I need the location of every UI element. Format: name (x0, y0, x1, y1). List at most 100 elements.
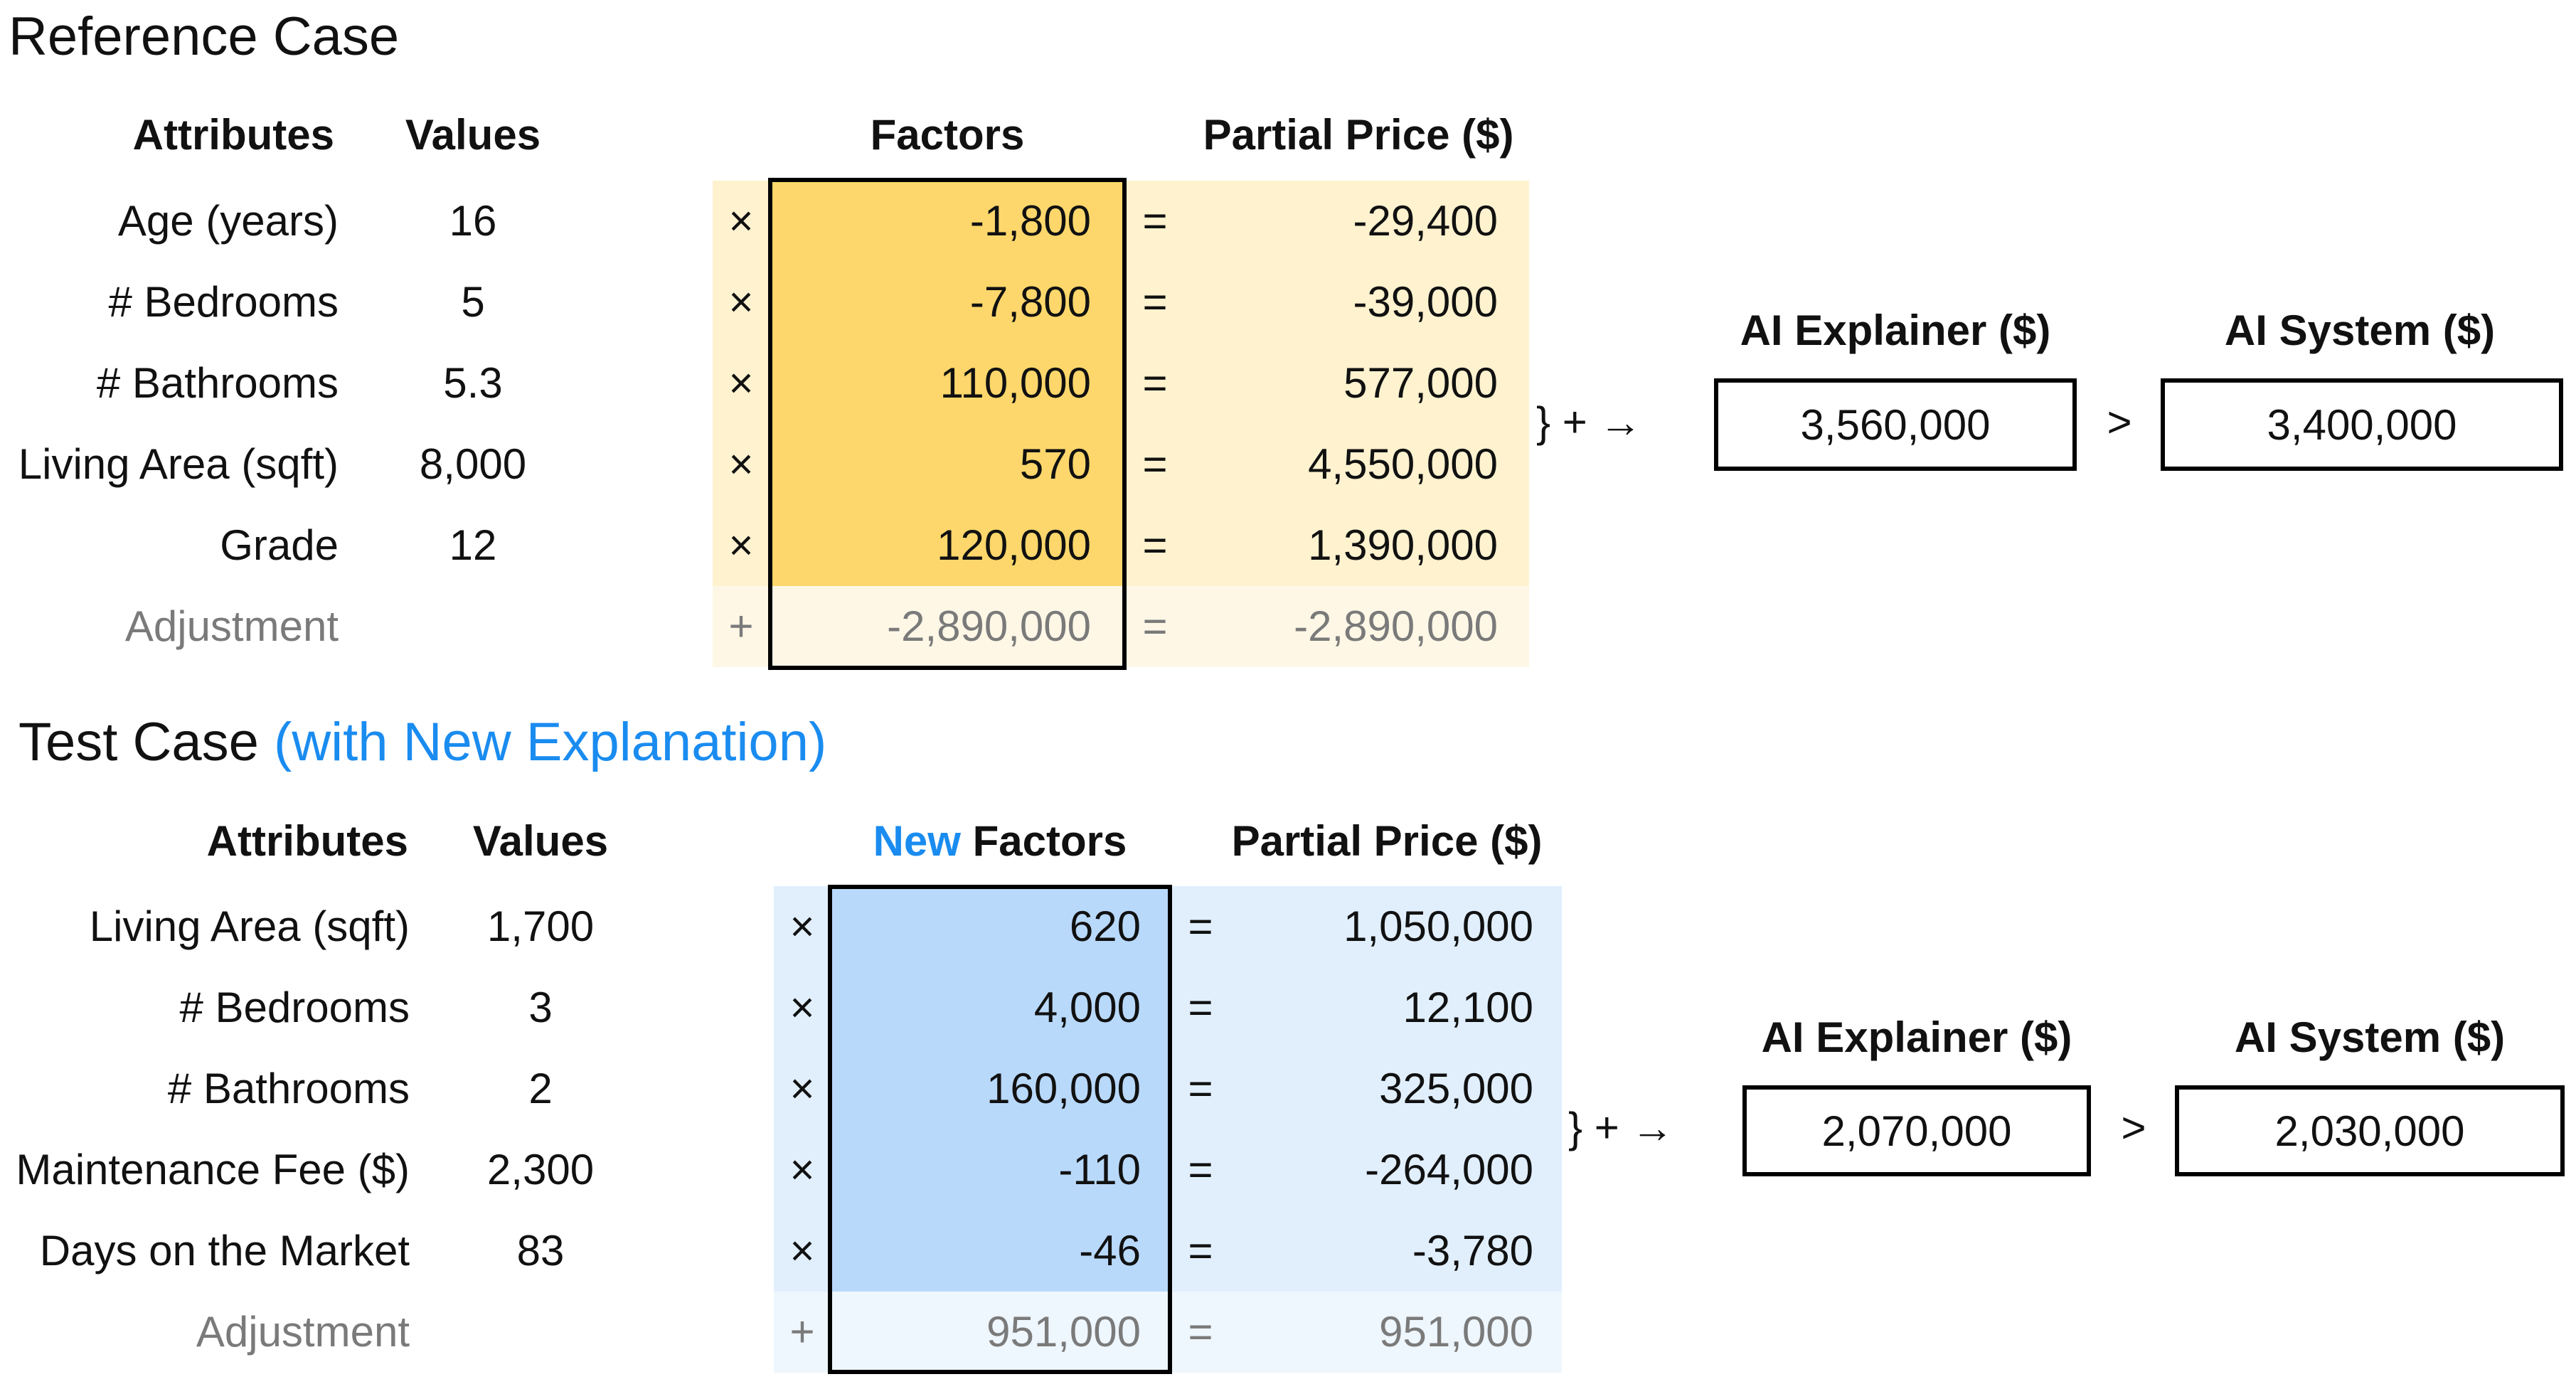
reference-row-value: 12 (449, 521, 497, 569)
test-row-eq: = (1188, 903, 1213, 950)
reference-explainer-value: 3,560,000 (1714, 378, 2077, 471)
reference-row-value: 5 (461, 278, 485, 326)
test-factor-fill (831, 886, 1169, 1292)
test-adjustment-eq: = (1188, 1308, 1213, 1356)
test-row-factor: -46 (1079, 1227, 1141, 1274)
reference-comparison: > (2107, 398, 2132, 446)
test-row-partial: 325,000 (1379, 1065, 1533, 1112)
reference-row-eq: = (1142, 359, 1168, 407)
test-row-partial: 1,050,000 (1343, 903, 1533, 950)
reference-row-factor: 120,000 (937, 521, 1091, 569)
test-row-eq: = (1188, 984, 1213, 1031)
reference-adjustment-eq: = (1142, 602, 1168, 650)
test-header-factors: New Factors (831, 816, 1169, 866)
test-row-value: 2 (528, 1065, 553, 1112)
test-row-value: 83 (516, 1227, 565, 1274)
test-row-partial: -3,780 (1412, 1227, 1533, 1274)
reference-row-partial: 1,390,000 (1308, 521, 1498, 569)
reference-row-factor: 570 (1019, 440, 1091, 488)
reference-row-attribute: # Bathrooms (96, 359, 339, 407)
test-row-attribute: # Bedrooms (179, 984, 410, 1031)
reference-header-values: Values (405, 111, 541, 159)
reference-row-factor: 110,000 (940, 359, 1091, 407)
reference-system-value: 3,400,000 (2161, 378, 2563, 471)
test-row-value: 2,300 (486, 1146, 595, 1193)
reference-row-partial: 577,000 (1343, 359, 1498, 407)
reference-row-value: 5.3 (443, 359, 503, 407)
test-row-factor: 160,000 (986, 1065, 1141, 1112)
test-row-partial: 12,100 (1403, 984, 1533, 1031)
reference-row-value: 8,000 (419, 440, 527, 488)
test-row-op: × (789, 903, 815, 950)
reference-explainer-label: AI Explainer ($) (1740, 307, 2051, 354)
test-header-attributes: Attributes (206, 817, 408, 865)
test-title: Test Case (18, 712, 259, 772)
test-explainer-label: AI Explainer ($) (1761, 1013, 2072, 1061)
test-factor-adjust-fill (831, 1292, 1169, 1373)
test-row-op: × (789, 1227, 815, 1274)
test-row-op: × (789, 1065, 815, 1112)
test-system-value: 2,030,000 (2175, 1085, 2565, 1176)
test-row-factor: 4,000 (1033, 984, 1141, 1031)
reference-title: Reference Case (9, 6, 400, 67)
test-comparison: > (2121, 1104, 2146, 1151)
test-row-factor: 620 (1069, 903, 1141, 950)
test-row-attribute: Living Area (sqft) (89, 903, 410, 950)
reference-row-op: × (728, 440, 754, 488)
test-row-factor: -110 (1058, 1146, 1141, 1193)
test-row-op: × (789, 984, 815, 1031)
test-header-values: Values (472, 817, 609, 865)
reference-row-op: × (728, 521, 754, 569)
test-factors-box (828, 885, 1172, 1374)
test-explainer-value: 2,070,000 (1742, 1085, 2091, 1176)
reference-adjustment-op: + (728, 602, 754, 650)
reference-system-label: AI System ($) (2224, 307, 2496, 354)
reference-factor-adjust-fill (770, 586, 1125, 667)
test-title-line: Test Case (with New Explanation) (18, 711, 826, 773)
reference-header-partial: Partial Price ($) (1203, 111, 1514, 159)
reference-row-attribute: # Bedrooms (108, 278, 339, 326)
test-row-attribute: Maintenance Fee ($) (16, 1146, 410, 1193)
reference-row-attribute: Grade (220, 521, 339, 569)
reference-adjustment-attribute: Adjustment (124, 602, 339, 650)
reference-row-op: × (728, 197, 754, 245)
test-row-value: 1,700 (486, 903, 595, 950)
reference-row-eq: = (1142, 278, 1168, 326)
test-row-value: 3 (528, 984, 553, 1031)
test-row-attribute: # Bathrooms (167, 1065, 410, 1112)
test-sum-symbol: } + → (1568, 1104, 1674, 1151)
reference-row-attribute: Age (years) (117, 197, 339, 245)
reference-row-value: 16 (449, 197, 497, 245)
reference-row-eq: = (1142, 521, 1168, 569)
reference-row-factor: -1,800 (969, 197, 1091, 245)
reference-row-op: × (728, 278, 754, 326)
test-row-eq: = (1188, 1065, 1213, 1112)
test-header-partial: Partial Price ($) (1231, 817, 1543, 865)
test-row-partial: -264,000 (1365, 1146, 1533, 1193)
reference-row-partial: 4,550,000 (1308, 440, 1498, 488)
reference-row-partial: -29,400 (1353, 197, 1499, 245)
test-header-factors-label: Factors (972, 817, 1127, 865)
test-row-eq: = (1188, 1146, 1213, 1193)
test-adjustment-op: + (789, 1308, 815, 1356)
reference-adjustment-factor: -2,890,000 (887, 602, 1091, 650)
reference-factors-box (768, 178, 1127, 670)
test-header-factors-prefix: New (873, 817, 961, 865)
reference-row-factor: -7,800 (969, 278, 1091, 326)
test-row-attribute: Days on the Market (39, 1227, 410, 1274)
test-row-op: × (789, 1146, 815, 1193)
test-system-label: AI System ($) (2234, 1013, 2506, 1061)
reference-row-eq: = (1142, 197, 1168, 245)
reference-row-attribute: Living Area (sqft) (18, 440, 339, 488)
reference-row-eq: = (1142, 440, 1168, 488)
test-adjustment-partial: 951,000 (1379, 1308, 1533, 1356)
reference-row-partial: -39,000 (1353, 278, 1499, 326)
test-row-eq: = (1188, 1227, 1213, 1274)
reference-adjustment-partial: -2,890,000 (1294, 602, 1498, 650)
reference-row-op: × (728, 359, 754, 407)
reference-sum-symbol: } + → (1536, 398, 1642, 446)
test-adjustment-factor: 951,000 (986, 1308, 1141, 1356)
reference-factor-fill (770, 181, 1125, 586)
test-adjustment-attribute: Adjustment (196, 1308, 410, 1356)
test-subtitle: (with New Explanation) (274, 712, 827, 772)
